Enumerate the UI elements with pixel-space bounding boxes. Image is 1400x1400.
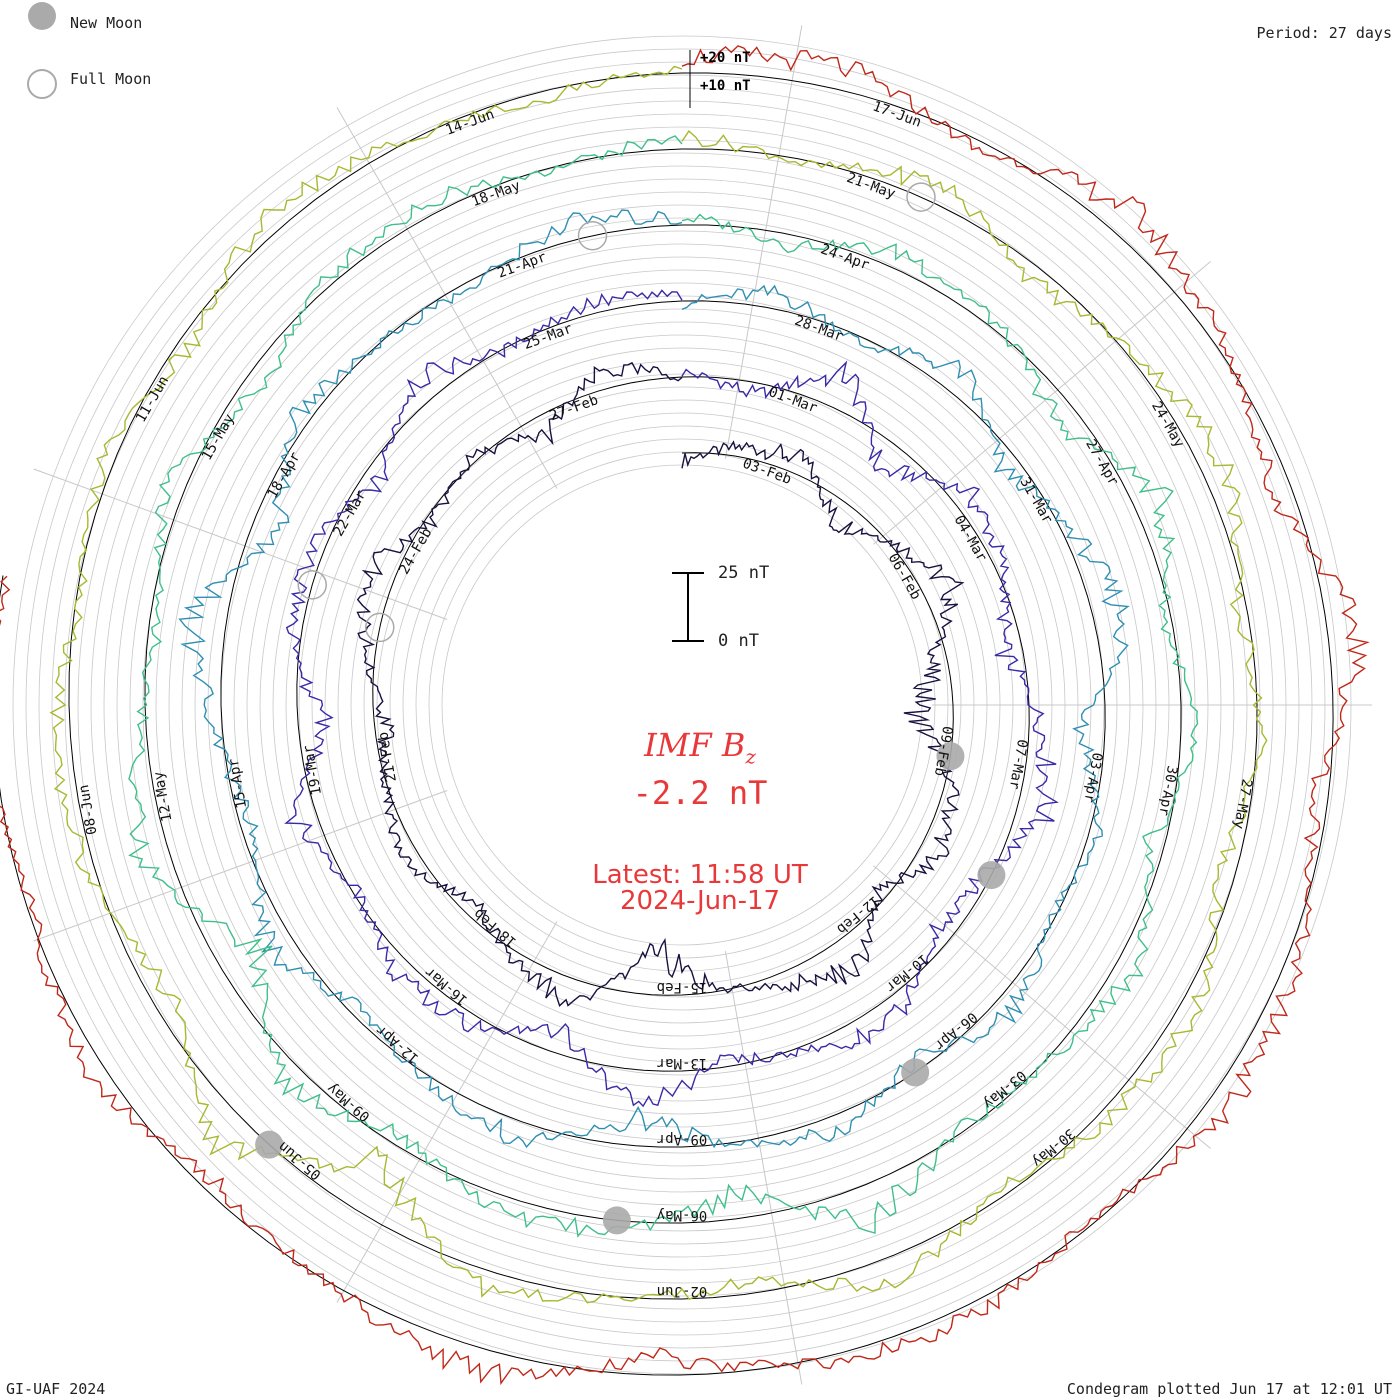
date-label: 09-May [324, 1080, 373, 1125]
date-label: 28-Mar [792, 313, 845, 345]
date-label: 12-Apr [373, 1022, 422, 1067]
date-label: 11-Jun [133, 373, 172, 425]
series-trace [49, 65, 1268, 1304]
spoke-line [336, 921, 558, 1303]
spoke-line [873, 865, 1211, 1149]
new-moon-marker [255, 1130, 284, 1159]
full-moon-icon [27, 69, 57, 99]
date-label: 03-Feb [740, 456, 793, 488]
series-trace [178, 209, 1130, 1149]
date-label: 14-Jun [444, 106, 497, 138]
zero-baseline [372, 376, 954, 996]
period-label: Period: 27 days [1256, 24, 1392, 42]
date-label: 09-Apr [657, 1131, 708, 1147]
zero-baseline [220, 224, 1106, 1148]
credit-label: GI-UAF 2024 [6, 1380, 106, 1398]
date-label: 30-Apr [1155, 764, 1180, 817]
moon-markers [255, 182, 1006, 1235]
scale-bottom-label: 0 nT [718, 631, 759, 651]
date-label: 07-Mar [1006, 738, 1031, 791]
full-moon-marker [906, 182, 936, 212]
ring-value-labels: +20 nT +10 nT [689, 50, 751, 108]
ring-value-label: +20 nT [700, 50, 751, 66]
date-label: 04-Mar [951, 513, 990, 565]
date-label: 22-Mar [330, 487, 369, 539]
ring-value-label: +10 nT [700, 78, 751, 94]
new-moon-marker [901, 1058, 930, 1087]
spoke-line [33, 468, 448, 620]
date-label: 06-May [657, 1207, 708, 1223]
date-label: 15-Feb [657, 979, 708, 995]
zero-baseline [144, 148, 1182, 1224]
spoke-line [336, 107, 558, 489]
series-trace [128, 135, 1199, 1238]
bz-series [0, 45, 1370, 1386]
center-title: IMF Bz [540, 726, 860, 768]
date-label: 01-Mar [766, 384, 819, 416]
date-label: 27-May [1230, 778, 1255, 831]
new-moon-label: New Moon [70, 14, 143, 32]
zero-baseline [0, 72, 1334, 1376]
date-label: 17-Jun [870, 98, 923, 130]
zero-baseline [296, 300, 1030, 1072]
new-moon-marker [936, 742, 965, 771]
center-title-main: IMF B [644, 726, 746, 764]
scale-bar [672, 572, 704, 642]
full-moon-label: Full Moon [70, 70, 152, 88]
new-moon-marker [602, 1206, 631, 1235]
date-label: 18-May [470, 178, 523, 210]
grid-ring [376, 399, 988, 1011]
full-moon-marker [365, 612, 395, 643]
new-moon-icon [28, 2, 56, 30]
date-label: 15-May [199, 411, 238, 463]
date-label: 06-Apr [931, 1009, 980, 1054]
grid-ring [337, 360, 1027, 1050]
date-label: 08-Jun [76, 783, 101, 836]
full-moon-marker [577, 220, 608, 251]
full-moon-marker [297, 570, 327, 600]
date-label: 15-Apr [226, 757, 251, 810]
date-label: 24-Feb [396, 525, 435, 577]
plotted-label: Condegram plotted Jun 17 at 12:01 UT [1066, 1380, 1392, 1398]
series-trace [284, 289, 1059, 1108]
center-title-sub: z [745, 744, 756, 769]
date-label: 21-Apr [496, 249, 549, 281]
spoke-line [873, 261, 1211, 545]
grid-ring [324, 347, 1040, 1063]
series-trace [0, 45, 1370, 1386]
scale-top-label: 25 nT [718, 563, 770, 583]
latest-time: Latest: 11:58 UT [592, 860, 808, 890]
spoke-lines [33, 25, 1372, 1385]
zero-baseline [68, 72, 1258, 1300]
date-label: 16-Mar [422, 963, 471, 1008]
date-label: 13-Mar [657, 1055, 708, 1071]
center-value: -2.2 nT [632, 774, 768, 812]
latest-date: 2024-Jun-17 [619, 886, 781, 916]
spoke-line [33, 790, 448, 942]
zero-baselines [0, 72, 1334, 1376]
date-label: 18-Apr [265, 449, 304, 501]
new-moon-marker [977, 861, 1006, 890]
spoke-line [724, 951, 803, 1385]
date-label: 21-Feb [375, 731, 400, 784]
grid-ring [363, 386, 1001, 1024]
date-label: 27-Apr [1082, 437, 1121, 489]
series-trace [356, 361, 965, 1007]
date-label: 19-Mar [301, 744, 326, 797]
date-label: 02-Jun [657, 1283, 708, 1299]
